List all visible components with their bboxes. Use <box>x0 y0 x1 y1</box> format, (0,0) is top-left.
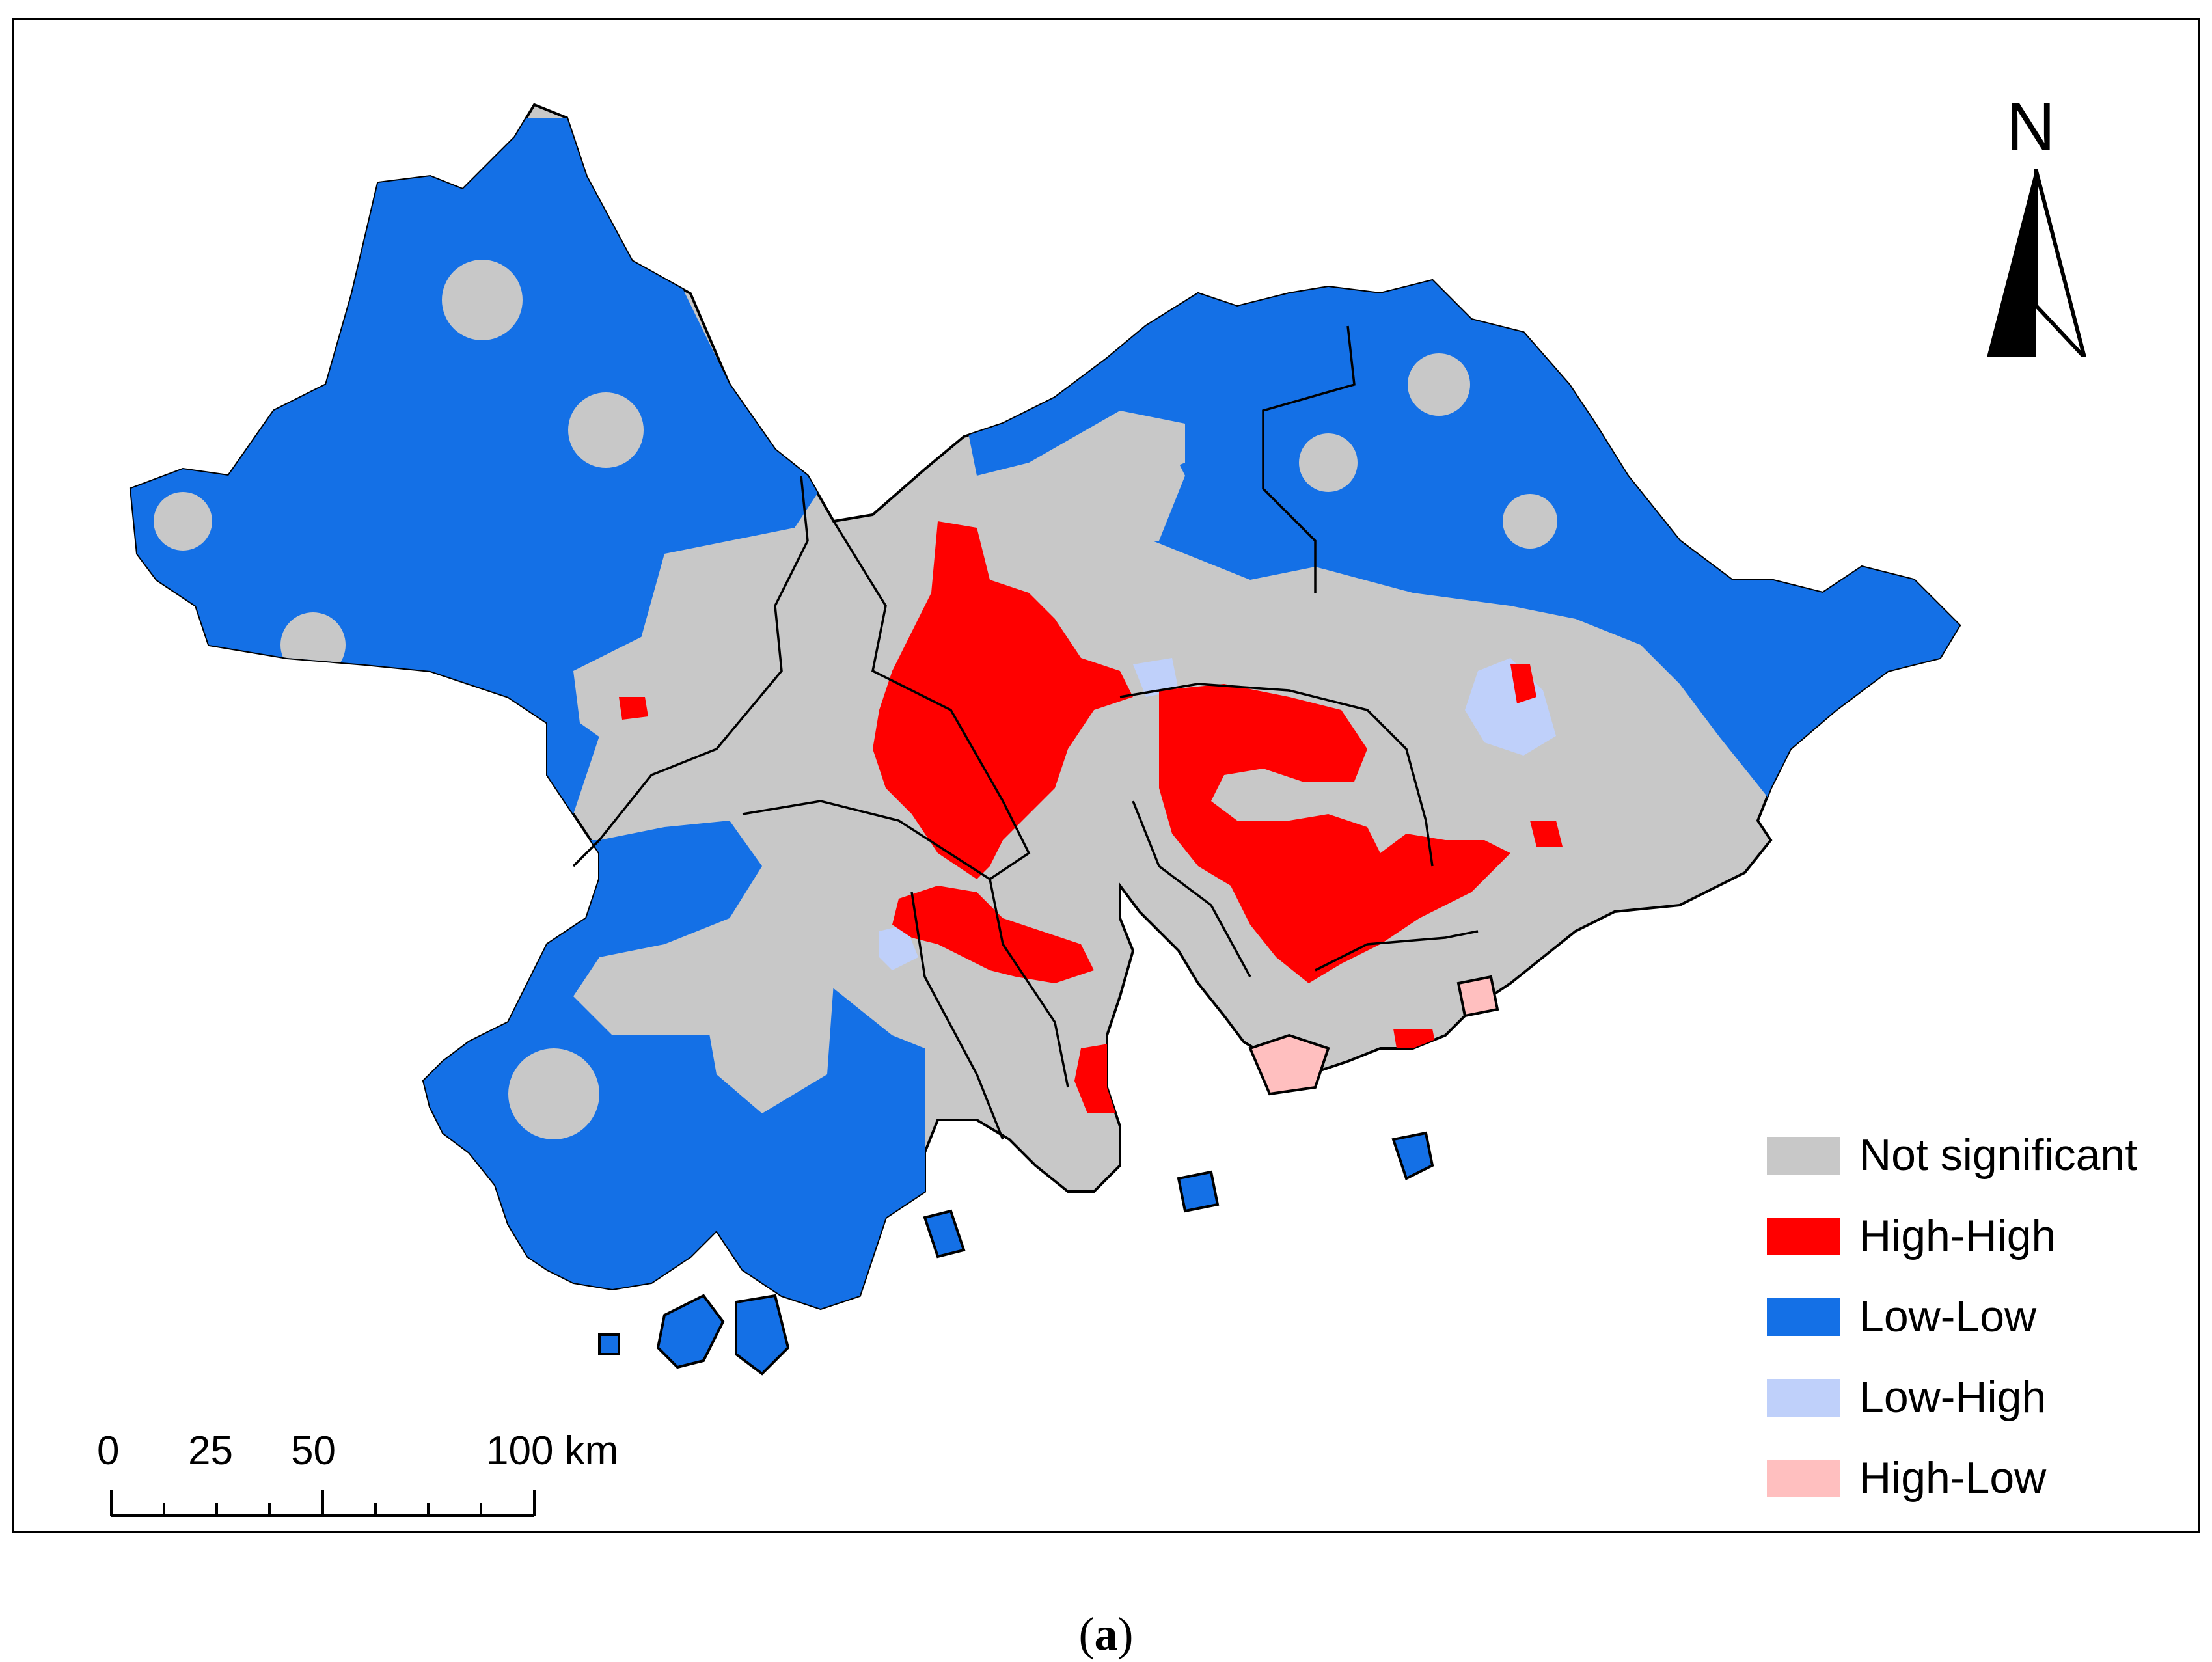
figure-caption: (a) <box>0 1607 2212 1661</box>
scale-label-0: 0 <box>97 1428 120 1473</box>
lisa-cluster-map <box>129 103 1961 1376</box>
island <box>1391 1131 1434 1180</box>
ns-patch <box>697 918 834 1113</box>
low-high-patch <box>1133 658 1179 697</box>
boundary-line <box>742 800 990 880</box>
legend-label-low-high: Low-High <box>1859 1372 2047 1422</box>
island <box>598 1333 620 1355</box>
legend-swatch-not-significant <box>1767 1137 1840 1175</box>
boundary-line <box>832 521 1069 1088</box>
ns-patch <box>568 392 644 468</box>
ns-patch <box>1081 424 1185 541</box>
boundary-line <box>1132 800 1251 977</box>
legend-label-low-low: Low-Low <box>1859 1292 2037 1341</box>
high-low-patch <box>1576 944 1621 990</box>
low-low-north <box>964 267 1959 801</box>
caption-open: ( <box>1078 1608 1095 1660</box>
island <box>923 1209 966 1259</box>
boundary-line <box>1315 930 1479 972</box>
legend-swatch-high-low <box>1767 1460 1840 1497</box>
legend-label-high-high: High-High <box>1859 1211 2056 1260</box>
scale-label-100: 100 km <box>486 1428 619 1473</box>
ns-patch <box>573 606 743 756</box>
high-high-central <box>873 521 1133 879</box>
boundary-line <box>1262 325 1356 593</box>
ns-patch <box>154 492 212 551</box>
legend-label-high-low: High-Low <box>1859 1453 2047 1503</box>
legend-swatch-low-high <box>1767 1379 1840 1417</box>
high-high-south <box>892 886 1094 983</box>
boundary-line <box>910 892 1004 1140</box>
scale-label-50: 50 <box>291 1428 336 1473</box>
legend-label-not-significant: Not significant <box>1859 1130 2138 1180</box>
boundary-line <box>572 475 809 867</box>
ns-patch <box>1408 353 1470 416</box>
ns-patch <box>1299 433 1358 492</box>
scale-bar-line <box>110 1490 536 1517</box>
island <box>1456 975 1499 1018</box>
north-label: N <box>2006 89 2056 165</box>
island <box>735 1294 790 1376</box>
island <box>1248 1033 1330 1096</box>
north-arrow-icon <box>1987 169 2086 357</box>
ns-patch <box>1608 690 1719 788</box>
ns-patch <box>280 612 346 677</box>
islands <box>598 1131 1434 1376</box>
low-high-patch <box>879 925 918 970</box>
scale-label-25: 25 <box>188 1428 233 1473</box>
caption-letter: a <box>1094 1608 1118 1660</box>
boundary-line <box>1119 683 1434 867</box>
island <box>656 1294 725 1369</box>
ns-patch <box>508 1048 599 1139</box>
high-high-patch <box>1510 664 1536 703</box>
map-frame: N Not significant High-High Low-Low Low-… <box>12 18 2200 1533</box>
ns-patch <box>442 260 523 340</box>
high-high-patch <box>619 697 648 720</box>
caption-close: ) <box>1117 1608 1134 1660</box>
high-high-patch <box>1530 821 1563 847</box>
legend-swatch-high-high <box>1767 1218 1840 1255</box>
islands-hk <box>1248 975 1499 1096</box>
ns-patch <box>1503 494 1557 549</box>
island <box>1177 1170 1220 1213</box>
high-high-patch <box>1074 1042 1133 1113</box>
high-high-east <box>1159 684 1510 983</box>
legend-swatch-low-low <box>1767 1298 1840 1336</box>
